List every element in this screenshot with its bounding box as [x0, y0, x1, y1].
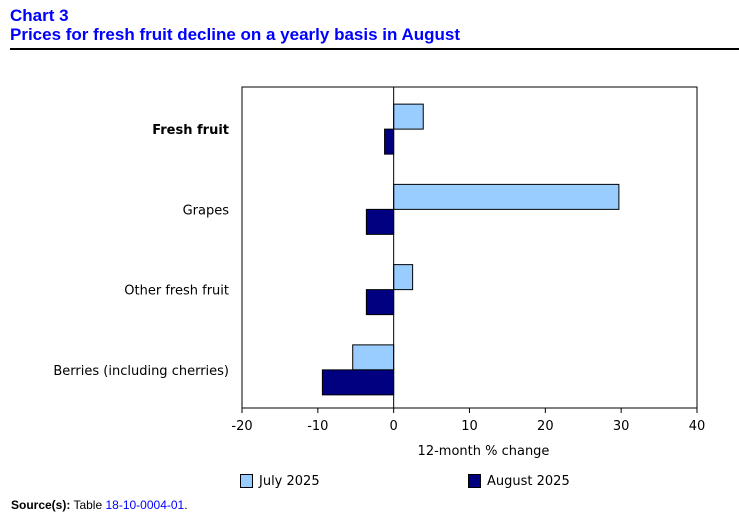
legend-item-august: August 2025 — [468, 472, 570, 490]
source-period: . — [184, 498, 188, 512]
x-tick-label-6: 40 — [689, 419, 706, 434]
source-label: Source(s): — [11, 498, 71, 512]
bar-august-2 — [365, 289, 395, 316]
bar-august-3 — [321, 369, 395, 396]
x-tick-label-3: 10 — [461, 419, 478, 434]
category-label-1: Grapes — [183, 203, 230, 218]
title-divider — [10, 48, 739, 50]
x-tick-label-5: 30 — [613, 419, 630, 434]
x-tick-label-2: 0 — [390, 419, 398, 434]
legend-swatch-july — [240, 474, 253, 488]
legend-label-august: August 2025 — [487, 473, 570, 489]
legend-item-july: July 2025 — [240, 472, 320, 490]
chart-number: Chart 3 — [10, 6, 69, 25]
x-tick-label-0: -20 — [231, 419, 252, 434]
category-label-2: Other fresh fruit — [124, 284, 229, 299]
chart-header: Chart 3 Prices for fresh fruit decline o… — [10, 6, 739, 44]
source-table-link[interactable]: 18-10-0004-01 — [105, 498, 185, 512]
source-note: Source(s): Table 18-10-0004-01. — [11, 498, 188, 512]
category-label-3: Berries (including cherries) — [53, 364, 229, 379]
bar-july-1 — [393, 183, 620, 210]
bar-july-0 — [393, 103, 424, 130]
legend-swatch-august — [468, 474, 481, 488]
source-text: Table — [70, 498, 106, 512]
bar-july-3 — [352, 344, 395, 371]
plot-frame — [241, 86, 698, 409]
bar-august-0 — [384, 128, 395, 155]
x-axis-label: 12-month % change — [418, 444, 550, 459]
category-label-0: Fresh fruit — [152, 123, 229, 138]
legend-label-july: July 2025 — [259, 473, 320, 489]
bar-august-1 — [365, 208, 395, 235]
x-tick-label-1: -10 — [307, 419, 328, 434]
x-tick-label-4: 20 — [537, 419, 554, 434]
bar-july-2 — [393, 264, 414, 291]
chart-title: Prices for fresh fruit decline on a year… — [10, 25, 461, 44]
